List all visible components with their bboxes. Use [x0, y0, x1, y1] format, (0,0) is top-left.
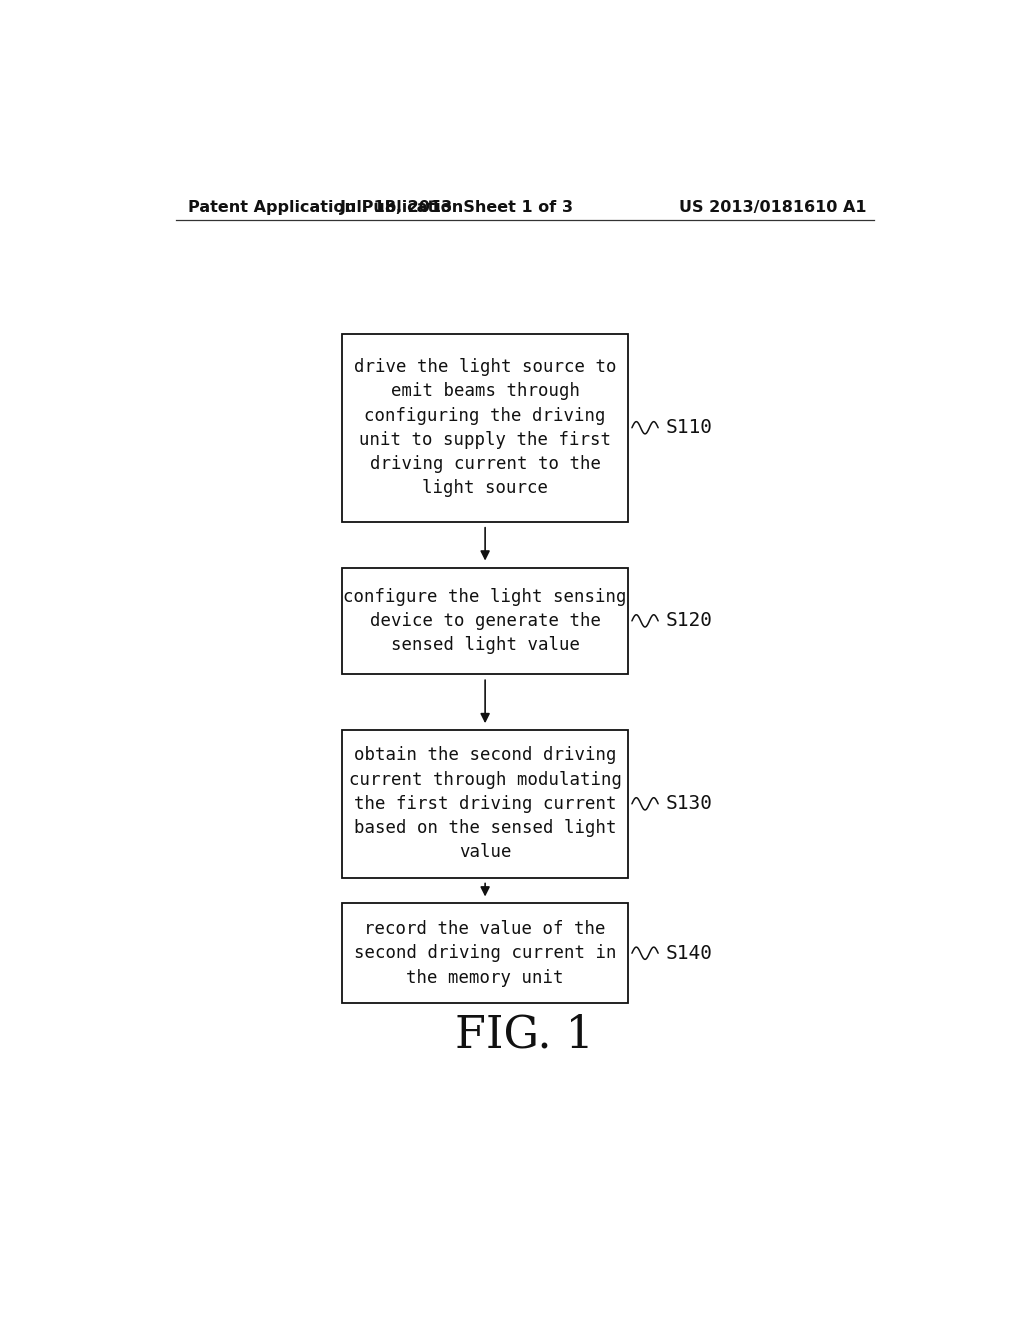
Text: Patent Application Publication: Patent Application Publication	[187, 199, 463, 215]
Text: Jul. 18, 2013  Sheet 1 of 3: Jul. 18, 2013 Sheet 1 of 3	[340, 199, 574, 215]
Bar	[342, 730, 628, 878]
Text: S140: S140	[666, 944, 713, 962]
Bar	[342, 568, 628, 675]
Text: configure the light sensing
device to generate the
sensed light value: configure the light sensing device to ge…	[343, 587, 627, 655]
Text: record the value of the
second driving current in
the memory unit: record the value of the second driving c…	[354, 920, 616, 986]
Text: FIG. 1: FIG. 1	[456, 1012, 594, 1056]
Text: S110: S110	[666, 418, 713, 437]
Bar	[342, 903, 628, 1003]
Bar	[342, 334, 628, 521]
Text: obtain the second driving
current through modulating
the first driving current
b: obtain the second driving current throug…	[348, 746, 622, 862]
Text: drive the light source to
emit beams through
configuring the driving
unit to sup: drive the light source to emit beams thr…	[354, 358, 616, 498]
Text: S120: S120	[666, 611, 713, 631]
Text: US 2013/0181610 A1: US 2013/0181610 A1	[679, 199, 866, 215]
Text: S130: S130	[666, 795, 713, 813]
